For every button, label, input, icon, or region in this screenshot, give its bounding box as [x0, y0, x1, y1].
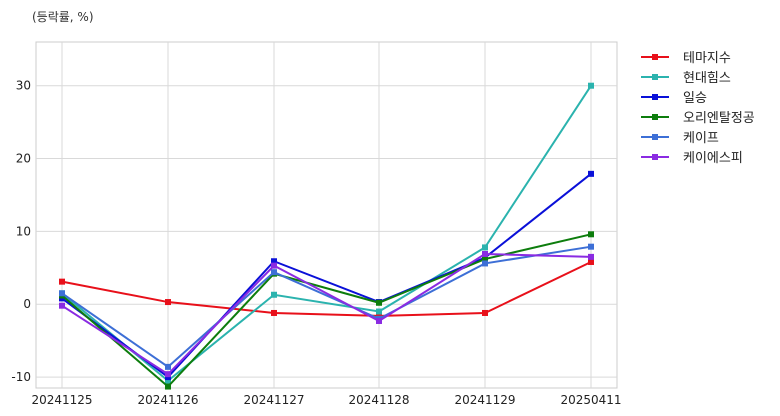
x-tick-label: 20241129 [454, 393, 515, 407]
x-tick-label: 20241127 [243, 393, 304, 407]
y-tick-label: 20 [16, 152, 31, 166]
legend-swatch-marker [652, 54, 658, 60]
data-point-marker [482, 256, 488, 263]
data-point-marker [376, 299, 382, 306]
data-point-marker [588, 243, 594, 250]
series-line [61, 245, 592, 369]
data-point-marker [271, 262, 277, 269]
legend-swatch-marker [652, 114, 658, 120]
series-line [61, 85, 592, 383]
legend-swatch-marker [652, 94, 658, 100]
data-point-marker [588, 170, 594, 177]
series-line [61, 252, 592, 376]
legend-label: 오리엔탈정공 [683, 111, 755, 126]
legend-label: 일승 [683, 91, 707, 106]
data-point-marker [588, 258, 594, 265]
x-tick-label: 20241128 [348, 393, 409, 407]
y-tick-label: 0 [23, 297, 31, 311]
series-line [61, 261, 592, 317]
y-tick-label: -10 [11, 370, 31, 384]
plot-frame [35, 41, 618, 389]
data-point-marker [271, 309, 277, 316]
y-tick-label: 30 [16, 79, 31, 93]
data-point-marker [271, 258, 277, 265]
x-tick-label: 20250411 [560, 393, 621, 407]
data-point-marker [165, 383, 171, 390]
data-point-marker [482, 260, 488, 267]
data-point-marker [59, 290, 65, 297]
series-line [61, 233, 592, 388]
data-point-marker [165, 371, 171, 378]
legend-label: 케이에스피 [683, 151, 743, 166]
data-point-marker [59, 302, 65, 309]
y-axis-unit-label: (등락률, %) [32, 10, 94, 24]
series-line [61, 173, 592, 379]
legend-label: 테마지수 [683, 51, 731, 66]
legend-label: 케이프 [683, 131, 719, 146]
data-point-marker [376, 308, 382, 315]
y-tick-label: 10 [16, 224, 31, 238]
x-tick-label: 20241126 [137, 393, 198, 407]
data-point-marker [376, 317, 382, 324]
data-point-marker [165, 299, 171, 306]
data-point-marker [271, 269, 277, 276]
data-point-marker [482, 309, 488, 316]
data-point-marker [165, 363, 171, 370]
legend-label: 현대힘스 [683, 71, 731, 86]
data-point-marker [165, 377, 171, 384]
legend-swatch-marker [652, 74, 658, 80]
data-point-marker [588, 253, 594, 260]
legend-swatch-marker [652, 134, 658, 140]
data-point-marker [588, 231, 594, 238]
data-point-marker [271, 291, 277, 298]
legend-swatch-marker [652, 154, 658, 160]
data-point-marker [59, 278, 65, 285]
data-point-marker [482, 244, 488, 251]
data-point-marker [482, 250, 488, 257]
data-point-marker [588, 82, 594, 89]
x-tick-label: 20241125 [31, 393, 92, 407]
